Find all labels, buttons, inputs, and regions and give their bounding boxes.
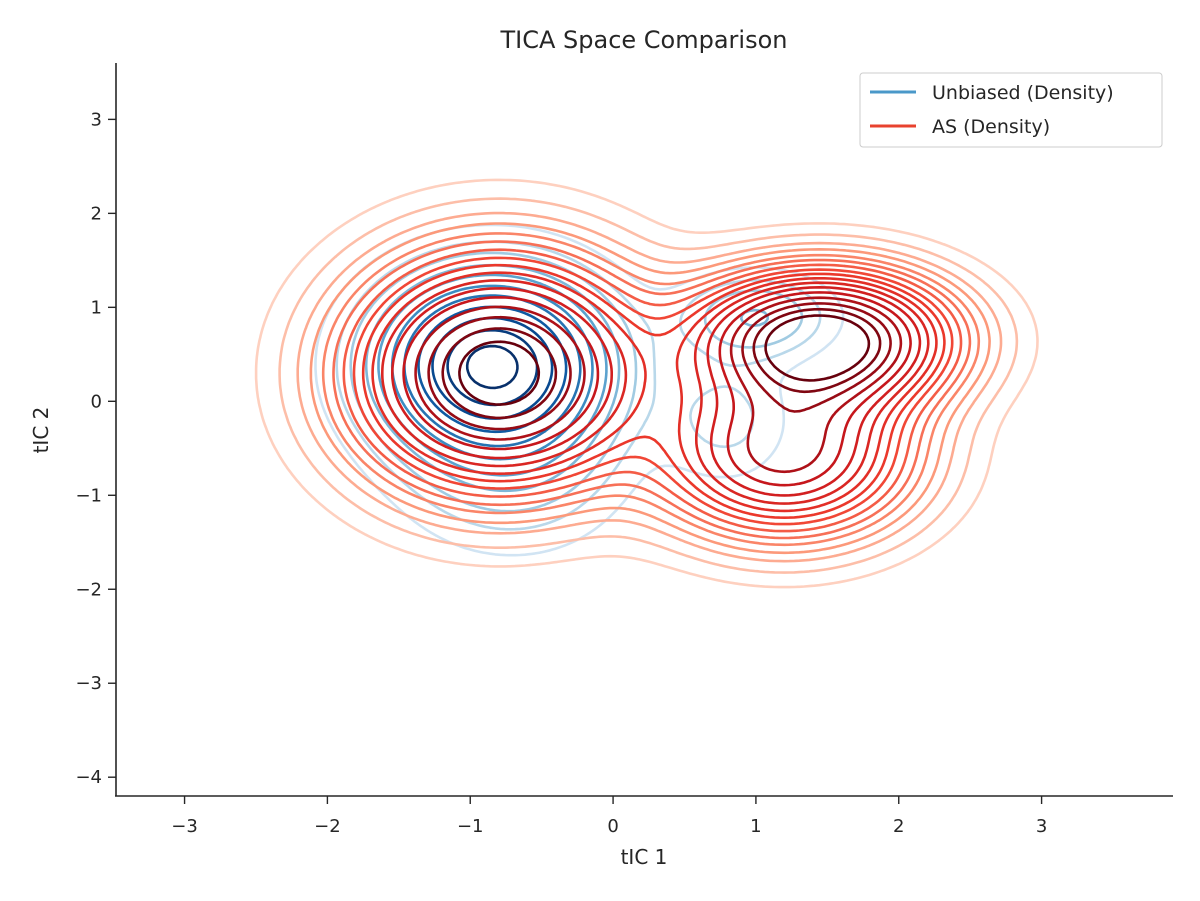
y-tick-label: −2 (75, 579, 102, 600)
x-axis-ticks: −3 −2 −1 0 1 2 3 (171, 796, 1047, 837)
contour-line (402, 291, 912, 487)
contour-line (441, 307, 882, 420)
y-tick-label: −1 (75, 485, 102, 506)
contour-line (332, 240, 972, 540)
contour-line (296, 211, 1003, 563)
contour-line (381, 279, 930, 505)
x-tick-label: 1 (750, 816, 761, 837)
contour-line (278, 197, 1019, 574)
x-tick-label: −1 (457, 816, 484, 837)
contour-line (427, 302, 892, 431)
contour-line (458, 314, 871, 406)
y-axis-ticks: −4 −3 −2 −1 0 1 2 3 (75, 109, 116, 788)
contour-line (391, 286, 922, 497)
x-tick-label: 2 (893, 816, 904, 837)
x-tick-label: 0 (607, 816, 618, 837)
x-tick-label: 3 (1036, 816, 1047, 837)
y-tick-label: −3 (75, 673, 102, 694)
contour-line (414, 296, 903, 474)
y-tick-label: 3 (91, 109, 102, 130)
x-tick-label: −2 (314, 816, 341, 837)
contour-line (309, 222, 991, 555)
contour-layer (254, 178, 1039, 589)
contour-line (254, 178, 1039, 589)
x-axis-label: tIC 1 (621, 845, 668, 869)
chart-title: TICA Space Comparison (499, 26, 787, 54)
legend-box (859, 72, 1163, 148)
y-axis-label: tIC 2 (29, 407, 53, 454)
y-tick-label: 1 (91, 297, 102, 318)
x-tick-label: −3 (171, 816, 198, 837)
contour-line (352, 256, 954, 526)
y-tick-label: −4 (75, 767, 102, 788)
y-tick-label: 0 (91, 391, 102, 412)
legend: Unbiased (Density) AS (Density) (859, 72, 1163, 148)
contour-line (361, 263, 946, 519)
y-tick-label: 2 (91, 203, 102, 224)
contour-line (342, 248, 963, 533)
contour-series-as (254, 178, 1039, 589)
contour-line (465, 344, 519, 390)
legend-label-unbiased: Unbiased (Density) (932, 82, 1114, 104)
legend-label-as: AS (Density) (932, 116, 1050, 138)
contour-line (371, 271, 938, 513)
contour-line (321, 232, 981, 547)
